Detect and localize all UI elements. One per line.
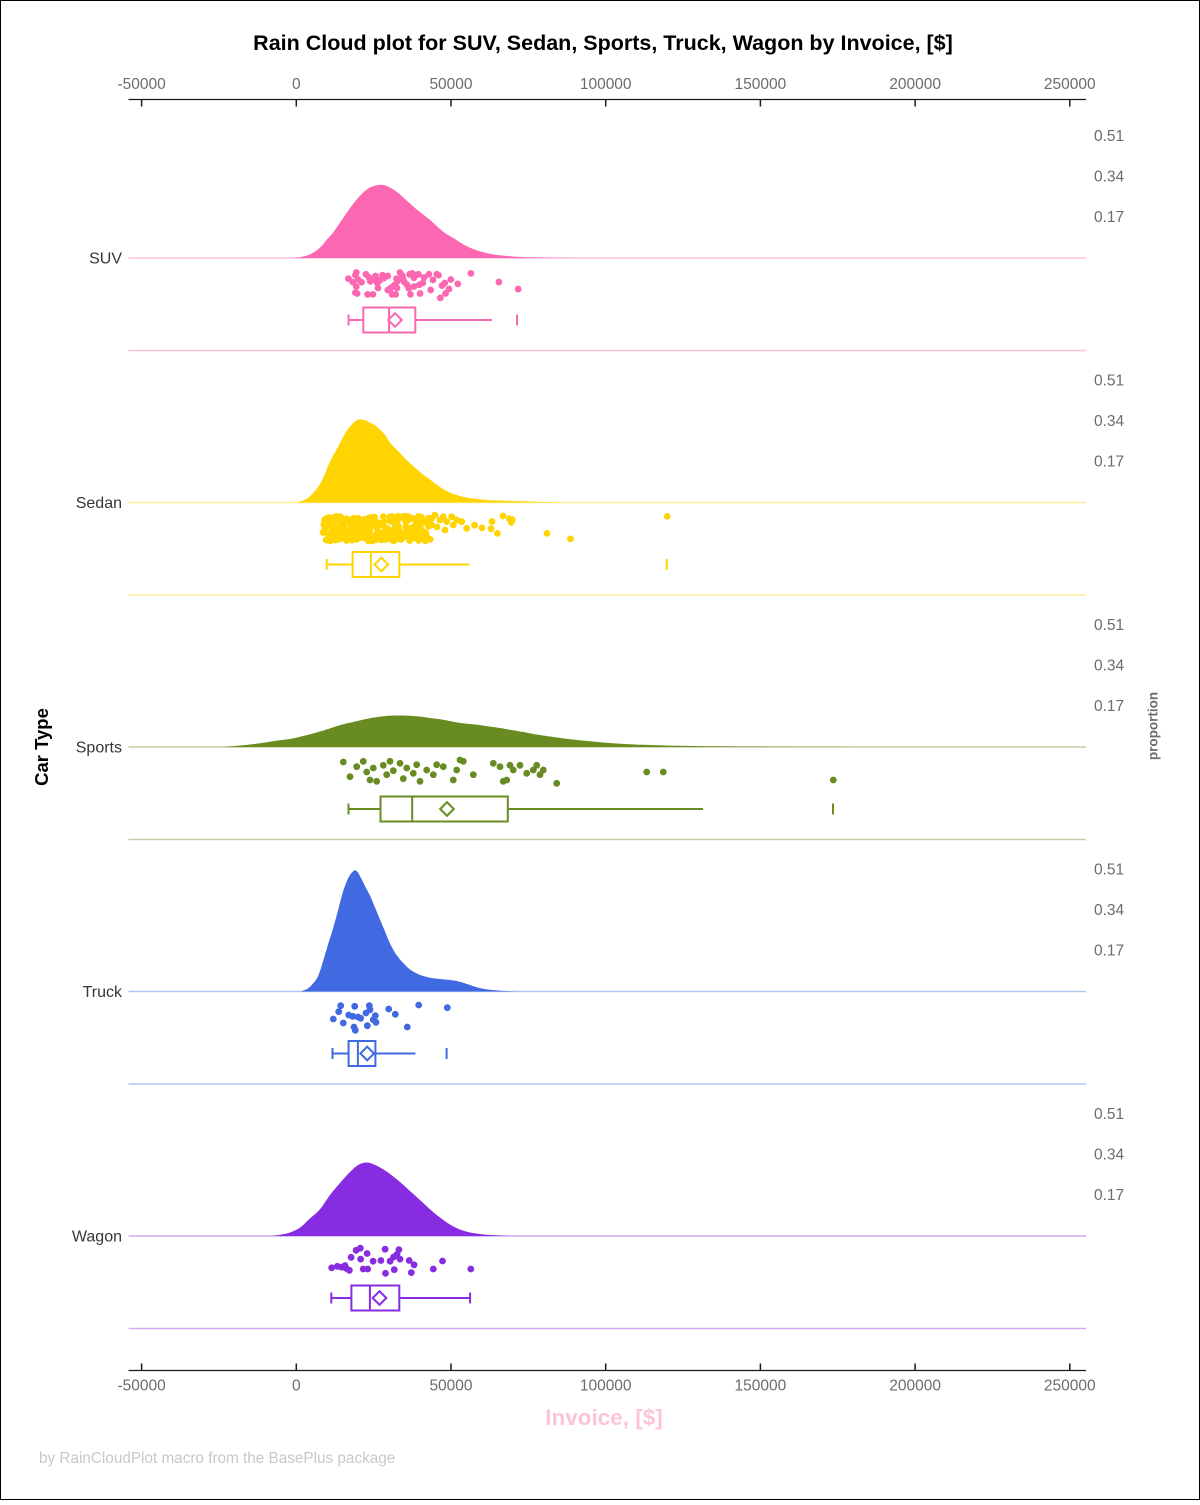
svg-text:0.51: 0.51	[1094, 862, 1124, 879]
svg-text:50000: 50000	[429, 76, 472, 93]
svg-text:proportion: proportion	[1146, 692, 1161, 760]
svg-text:0.17: 0.17	[1094, 943, 1124, 960]
svg-text:250000: 250000	[1044, 1378, 1096, 1395]
svg-text:200000: 200000	[889, 76, 941, 93]
svg-text:0.17: 0.17	[1094, 1187, 1124, 1204]
svg-text:0.17: 0.17	[1094, 209, 1124, 226]
svg-text:0.17: 0.17	[1094, 454, 1124, 471]
svg-text:0.34: 0.34	[1094, 902, 1125, 919]
svg-text:Sedan: Sedan	[76, 495, 122, 512]
svg-text:100000: 100000	[580, 76, 632, 93]
svg-text:by RainCloudPlot macro from th: by RainCloudPlot macro from the BasePlus…	[39, 1450, 395, 1467]
svg-text:200000: 200000	[889, 1378, 941, 1395]
svg-text:250000: 250000	[1044, 76, 1096, 93]
svg-text:-50000: -50000	[117, 1378, 166, 1395]
svg-text:0: 0	[292, 1378, 301, 1395]
svg-text:Sports: Sports	[76, 740, 122, 757]
svg-text:0.51: 0.51	[1094, 1106, 1124, 1123]
svg-text:Truck: Truck	[83, 984, 123, 1001]
svg-text:0.51: 0.51	[1094, 617, 1124, 634]
svg-text:Invoice, [$]: Invoice, [$]	[545, 1405, 663, 1430]
svg-text:50000: 50000	[429, 1378, 472, 1395]
svg-text:Rain Cloud plot for SUV, Sedan: Rain Cloud plot for SUV, Sedan, Sports, …	[253, 31, 953, 55]
svg-text:0: 0	[292, 76, 301, 93]
svg-text:SUV: SUV	[89, 251, 122, 268]
svg-text:0.17: 0.17	[1094, 698, 1124, 715]
svg-text:0.34: 0.34	[1094, 658, 1125, 675]
svg-text:100000: 100000	[580, 1378, 632, 1395]
svg-text:0.34: 0.34	[1094, 169, 1125, 186]
svg-text:0.51: 0.51	[1094, 128, 1124, 145]
svg-text:Car Type: Car Type	[31, 708, 52, 786]
svg-text:-50000: -50000	[117, 76, 166, 93]
svg-text:Wagon: Wagon	[72, 1229, 122, 1246]
svg-text:150000: 150000	[735, 76, 787, 93]
svg-text:0.51: 0.51	[1094, 373, 1124, 390]
svg-text:0.34: 0.34	[1094, 1147, 1125, 1164]
svg-text:150000: 150000	[735, 1378, 787, 1395]
svg-text:0.34: 0.34	[1094, 413, 1125, 430]
